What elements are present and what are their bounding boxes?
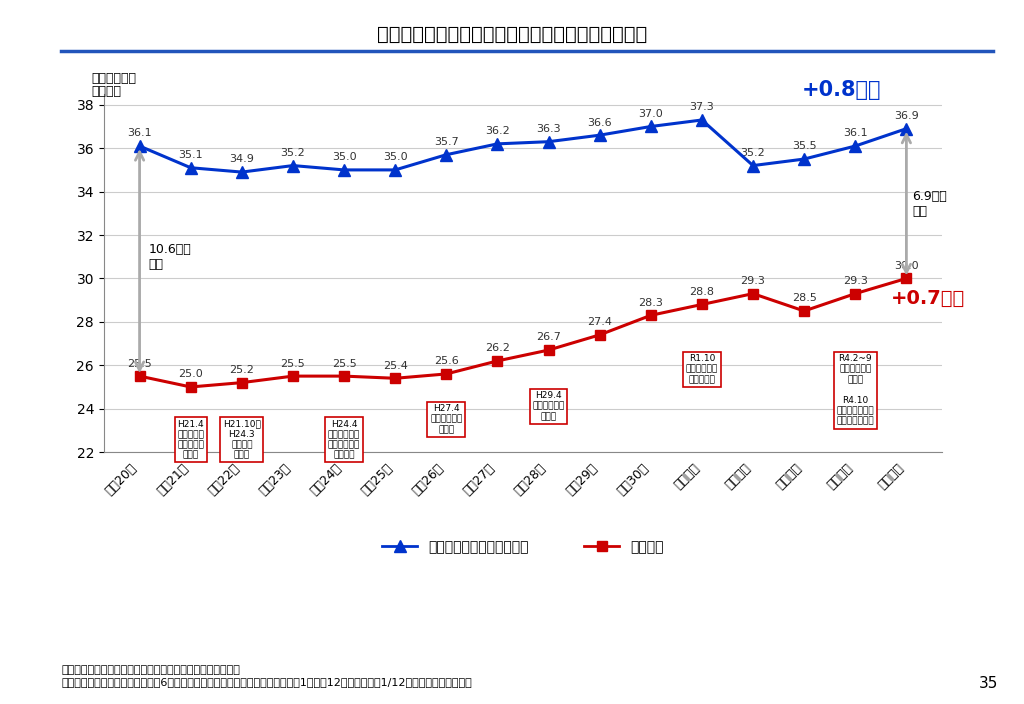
Text: 36.3: 36.3 — [537, 124, 561, 134]
Text: H27.4
処遇改善加算
を拡充: H27.4 処遇改善加算 を拡充 — [430, 404, 463, 434]
Text: 28.3: 28.3 — [638, 298, 664, 308]
Text: 35.5: 35.5 — [792, 142, 816, 151]
Text: 25.4: 25.4 — [383, 360, 408, 371]
Text: 30.0: 30.0 — [894, 261, 919, 271]
Text: 6.9万円
の差: 6.9万円 の差 — [912, 189, 947, 218]
Text: 25.5: 25.5 — [127, 358, 152, 368]
Text: 36.1: 36.1 — [127, 128, 152, 139]
Text: 賃金構造基本統計調査による介護職員の賃金の推移: 賃金構造基本統計調査による介護職員の賃金の推移 — [377, 25, 647, 44]
Text: 36.1: 36.1 — [843, 128, 867, 139]
Text: +0.8万円: +0.8万円 — [802, 80, 881, 101]
Text: 35.0: 35.0 — [383, 152, 408, 163]
Text: 29.3: 29.3 — [740, 276, 766, 286]
Text: 28.5: 28.5 — [792, 294, 816, 303]
Text: H21.4
処遇改善に
重点をおい
た改定: H21.4 処遇改善に 重点をおい た改定 — [177, 420, 204, 460]
Text: R4.2~9
処遇改善支援
補助金

R4.10
ベースアップ等
支援加算を創設: R4.2~9 処遇改善支援 補助金 R4.10 ベースアップ等 支援加算を創設 — [837, 354, 874, 426]
Text: 注）賃与込み給与は、調査年の6月分として支払われた給与に調査年の前年の1月から12月分の賞与の1/12を加えて算出した額。: 注）賃与込み給与は、調査年の6月分として支払われた給与に調査年の前年の1月から1… — [61, 677, 472, 687]
Text: 36.9: 36.9 — [894, 111, 919, 121]
Text: H21.10～
H24.3
処遇改善
交付金: H21.10～ H24.3 処遇改善 交付金 — [223, 420, 261, 460]
Text: 25.5: 25.5 — [332, 358, 356, 368]
Text: 27.4: 27.4 — [587, 318, 612, 327]
Text: 35.2: 35.2 — [281, 148, 305, 158]
Text: 25.0: 25.0 — [178, 370, 203, 379]
Text: 25.6: 25.6 — [434, 356, 459, 366]
Text: 賃与込み給与: 賃与込み給与 — [91, 73, 136, 85]
Text: 28.8: 28.8 — [689, 287, 715, 297]
Text: R1.10
特定処遇改善
加算を創設: R1.10 特定処遇改善 加算を創設 — [686, 354, 718, 384]
Text: 37.0: 37.0 — [638, 109, 664, 119]
Text: 35.7: 35.7 — [434, 137, 459, 147]
Text: 35: 35 — [979, 677, 998, 691]
Text: H29.4
処遇改善加算
を拡充: H29.4 処遇改善加算 を拡充 — [532, 391, 564, 421]
Text: H24.4
処遇改善交付
金を介護報酬
に組込み: H24.4 処遇改善交付 金を介護報酬 に組込み — [328, 420, 360, 460]
Text: 29.3: 29.3 — [843, 276, 867, 286]
Text: 25.2: 25.2 — [229, 365, 254, 375]
Text: （万円）: （万円） — [91, 85, 121, 99]
Legend: 全産業平均（役職者抜き）, 介護職員: 全産業平均（役職者抜き）, 介護職員 — [377, 534, 669, 560]
Text: 26.2: 26.2 — [485, 344, 510, 353]
Text: 10.6万円
の差: 10.6万円 の差 — [148, 243, 191, 271]
Text: 【出典】厚生労働省「賃金構造基本統計調査」を基に作成。: 【出典】厚生労働省「賃金構造基本統計調査」を基に作成。 — [61, 665, 241, 675]
Text: 35.0: 35.0 — [332, 152, 356, 163]
Text: 37.3: 37.3 — [689, 102, 715, 113]
Text: 26.7: 26.7 — [537, 332, 561, 342]
Text: 25.5: 25.5 — [281, 358, 305, 368]
Text: 35.1: 35.1 — [178, 150, 203, 160]
Text: +0.7万円: +0.7万円 — [891, 289, 966, 308]
Text: 34.9: 34.9 — [229, 154, 254, 165]
Text: 36.2: 36.2 — [485, 126, 510, 137]
Text: 36.6: 36.6 — [588, 118, 612, 127]
Text: 35.2: 35.2 — [740, 148, 765, 158]
